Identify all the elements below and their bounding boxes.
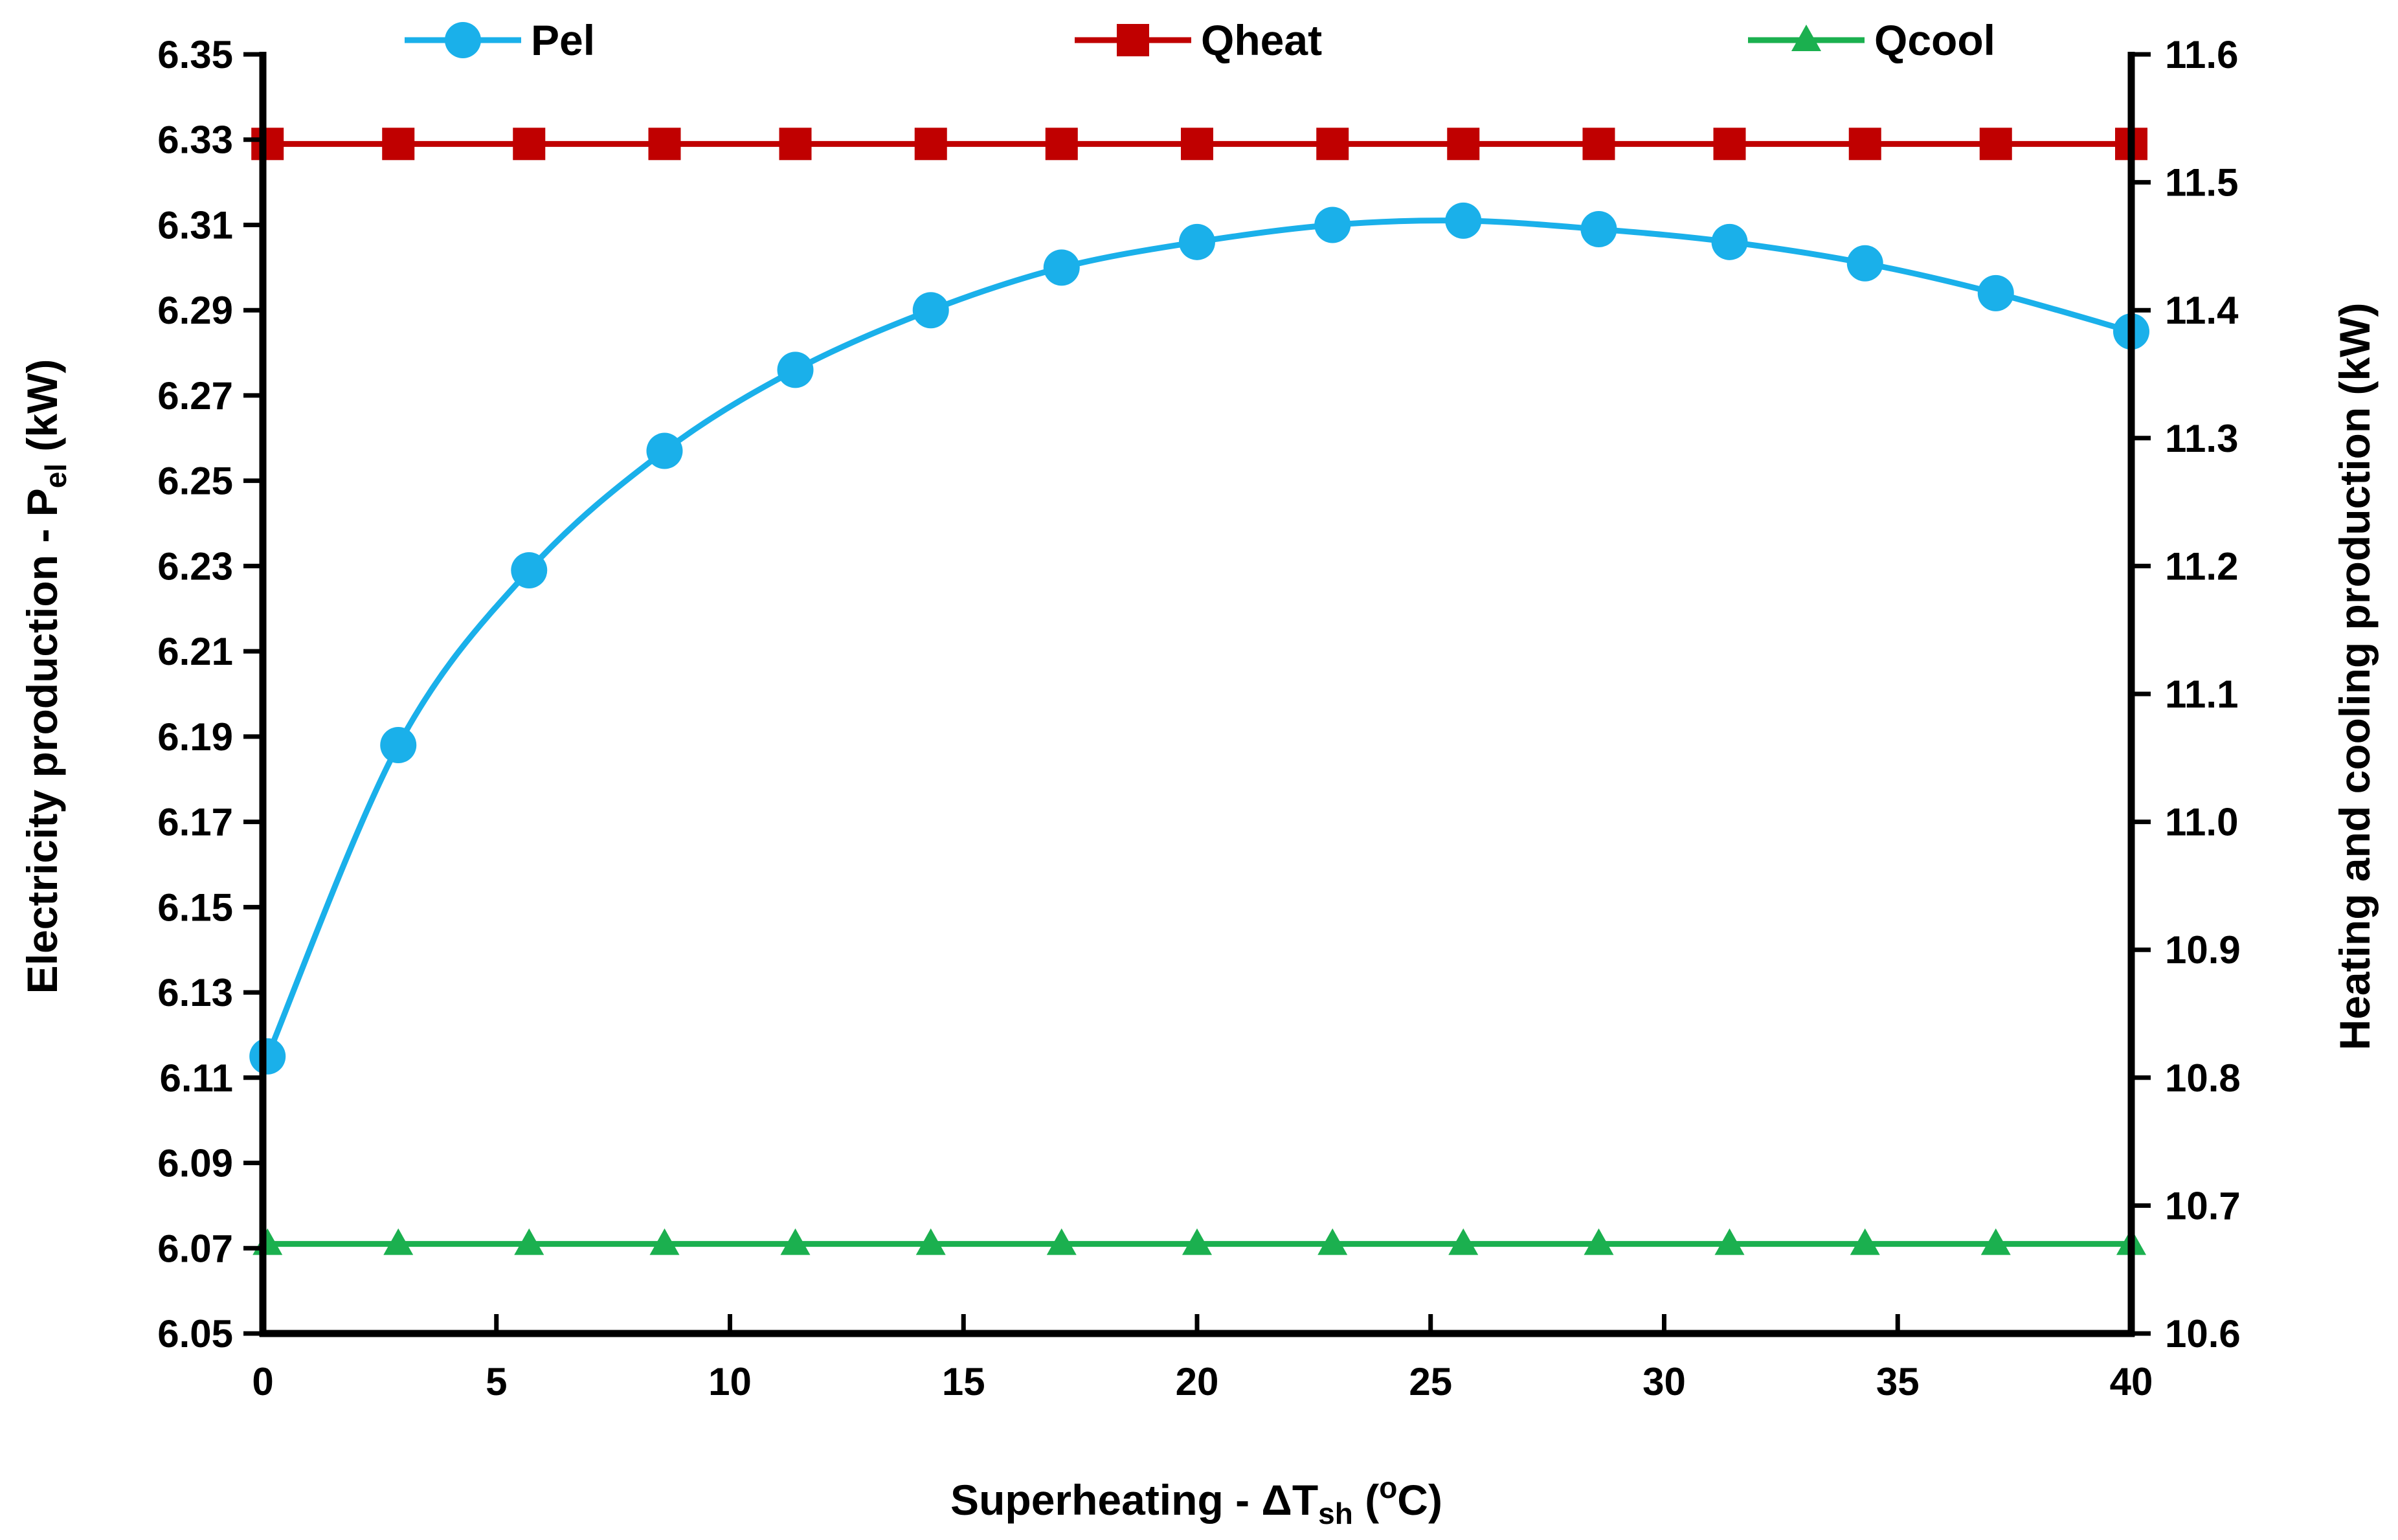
right-y-tick-label: 11.2	[2165, 544, 2238, 588]
qheat-data-point	[382, 128, 415, 161]
x-tick-label: 20	[1176, 1360, 1219, 1403]
qheat-data-point	[1316, 128, 1349, 161]
right-y-tick-label: 11.1	[2165, 673, 2238, 716]
qcool-data-point	[1046, 1228, 1077, 1255]
left-y-tick-label: 6.05	[157, 1312, 233, 1356]
qcool-data-point	[1980, 1228, 2011, 1255]
left-y-tick-label: 6.09	[157, 1142, 233, 1185]
pel-data-point	[380, 727, 417, 764]
right-y-axis-title: Heating and cooling production (kW)	[2331, 303, 2379, 1051]
ticks-layer: 6.05 6.07 6.09 6.11 6.13 6.15 6.17 6.19 6.21 6.23…	[157, 33, 2241, 1403]
right-y-tick-label: 10.9	[2165, 928, 2241, 972]
pel-series-line	[265, 218, 2133, 1058]
legend-pel-marker	[445, 22, 481, 58]
right-y-tick-label: 10.8	[2165, 1056, 2241, 1100]
left-y-tick-label: 6.33	[157, 118, 233, 162]
legend: Pel Qheat Qcool	[405, 16, 1995, 64]
x-tick-label: 0	[252, 1360, 273, 1403]
pel-data-point	[1846, 245, 1883, 282]
qheat-data-point	[779, 128, 812, 161]
qcool-data-point	[915, 1228, 946, 1255]
qheat-data-point	[1848, 128, 1881, 161]
pel-data-point	[1977, 274, 2014, 311]
pel-data-point	[1711, 223, 1748, 260]
legend-pel-label: Pel	[531, 16, 595, 64]
right-y-tick-label: 10.7	[2165, 1184, 2241, 1227]
qheat-data-point	[1181, 128, 1213, 161]
right-y-tick-label: 11.3	[2165, 417, 2238, 460]
left-y-tick-label: 6.07	[157, 1227, 233, 1270]
qheat-data-point	[1713, 128, 1746, 161]
qheat-data-point	[1582, 128, 1615, 161]
right-y-tick-label: 11.6	[2165, 33, 2238, 76]
right-y-tick-label: 11.4	[2165, 289, 2239, 332]
qcool-data-point	[780, 1228, 811, 1255]
legend-qheat-label: Qheat	[1201, 16, 1322, 64]
right-y-tick-label: 11.5	[2165, 161, 2238, 205]
legend-qcool-marker	[1791, 25, 1821, 51]
left-y-tick-label: 6.11	[160, 1056, 233, 1100]
qcool-data-point	[1584, 1228, 1614, 1255]
pel-data-point	[511, 552, 548, 588]
qheat-data-point	[1045, 128, 1078, 161]
pel-data-point	[777, 352, 814, 388]
left-y-tick-label: 6.15	[157, 886, 233, 929]
qcool-data-point	[383, 1228, 414, 1255]
x-tick-label: 35	[1876, 1360, 1920, 1403]
pel-data-point	[1314, 206, 1351, 243]
left-y-tick-label: 6.35	[157, 33, 233, 76]
pel-data-point	[249, 1038, 286, 1075]
pel-data-point	[1179, 223, 1215, 260]
pel-data-point	[912, 292, 949, 329]
left-y-tick-label: 6.23	[157, 544, 233, 588]
qcool-data-point	[514, 1228, 544, 1255]
right-y-tick-label: 11.0	[2165, 801, 2238, 844]
legend-qheat-marker	[1117, 24, 1149, 56]
pel-data-point	[1043, 249, 1080, 286]
left-y-tick-label: 6.17	[157, 801, 233, 844]
pel-data-point	[646, 432, 683, 469]
pel-data-point	[1445, 202, 1482, 239]
qheat-data-point	[1979, 128, 2012, 161]
x-axis-title: Superheating - ΔTsh (oC)	[950, 1471, 1442, 1530]
right-y-tick-label: 10.6	[2165, 1312, 2241, 1356]
left-y-tick-label: 6.21	[157, 630, 233, 673]
qheat-data-point	[251, 128, 284, 161]
left-y-tick-label: 6.27	[157, 374, 233, 418]
qcool-data-point	[1448, 1228, 1479, 1255]
left-y-tick-label: 6.25	[157, 460, 233, 503]
x-tick-label: 25	[1409, 1360, 1452, 1403]
left-y-tick-label: 6.31	[157, 203, 233, 247]
left-y-axis-title: Electricity production - Pel (kW)	[18, 359, 73, 994]
x-tick-label: 5	[486, 1360, 507, 1403]
x-tick-label: 15	[942, 1360, 985, 1403]
qheat-data-point	[1447, 128, 1480, 161]
pel-data-point	[1580, 211, 1617, 248]
legend-qcool-label: Qcool	[1874, 16, 1995, 64]
qheat-data-point	[513, 128, 546, 161]
qcool-data-point	[1714, 1228, 1745, 1255]
qheat-data-point	[648, 128, 681, 161]
qcool-data-point	[1317, 1228, 1348, 1255]
qcool-data-point	[649, 1228, 680, 1255]
qcool-data-point	[1850, 1228, 1880, 1255]
left-y-tick-label: 6.19	[157, 715, 233, 759]
qcool-data-point	[1182, 1228, 1212, 1255]
x-tick-label: 40	[2110, 1360, 2153, 1403]
qheat-data-point	[914, 128, 947, 161]
series-layer	[249, 128, 2149, 1255]
x-tick-label: 10	[708, 1360, 752, 1403]
x-tick-label: 30	[1642, 1360, 1686, 1403]
left-y-tick-label: 6.29	[157, 289, 233, 332]
left-y-tick-label: 6.13	[157, 971, 233, 1014]
